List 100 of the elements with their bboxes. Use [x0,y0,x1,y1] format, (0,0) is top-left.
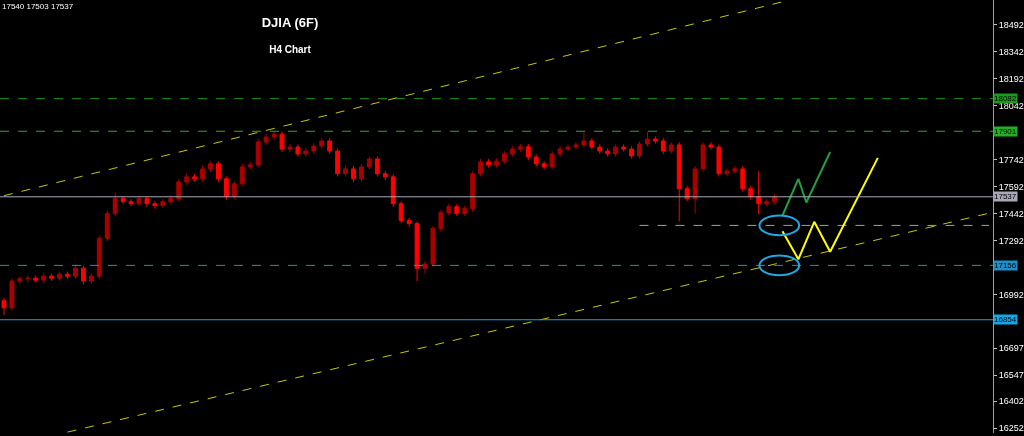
candlestick [160,198,166,209]
y-tick-label: 16252 [998,423,1024,434]
candlestick [390,173,396,208]
y-tick-label: 16402 [998,396,1024,407]
candlestick [732,165,738,175]
candlestick [366,155,372,170]
candlestick [668,141,674,155]
candlestick [478,158,484,177]
text: H4 Chart [269,43,312,55]
candlestick [557,145,563,158]
candlestick [168,194,174,205]
candlestick [486,158,491,168]
candlestick [41,272,47,284]
y-tick-label: 18342 [998,47,1024,57]
candlestick [49,273,55,282]
ref-line-label: 16854 [994,315,1017,324]
candlestick [17,275,23,285]
candlestick [335,148,341,177]
candlestick [223,175,229,201]
candlestick [176,178,182,203]
candlestick [509,145,515,158]
candlestick [470,170,476,213]
candlestick [422,260,428,275]
candlestick [1,297,7,316]
candlestick [772,193,777,205]
candlestick [65,271,70,280]
candlestick [80,265,86,285]
candlestick [525,143,531,161]
candlestick [621,143,627,153]
candlestick [319,137,325,150]
y-tick-label: 18042 [998,101,1024,112]
text: DJIA (6F) [261,14,319,30]
candlestick [287,143,293,153]
candlestick [549,150,555,170]
candlestick [88,272,94,285]
line-series [781,150,832,217]
ref-line-label: 17901 [994,127,1017,136]
candlestick [438,209,444,232]
candlestick [430,225,436,267]
candlestick [700,141,706,173]
candlestick [502,150,507,165]
candlestick [692,165,698,215]
candlestick [295,143,301,158]
candlestick [629,145,634,159]
y-tick-label: 17442 [998,209,1024,220]
candlestick [200,165,206,183]
candlestick [152,200,158,210]
candlestick [581,131,587,149]
candlestick [374,155,380,177]
candlestick [724,167,730,177]
candlestick [708,141,714,151]
candlestick [351,165,356,183]
line-series [781,156,879,261]
candlestick [652,135,658,145]
candlestick [303,147,309,158]
ref-line-label: 18082 [994,94,1017,103]
annotation: 17540 17503 17537 [2,2,74,11]
candlestick [231,180,237,200]
y-tick-label: 16547 [998,370,1024,381]
candlestick [208,160,213,173]
candlestick [271,130,277,141]
candlestick [637,140,642,159]
y-tick-label: 18192 [998,74,1024,85]
candlestick [756,170,762,215]
candlestick [414,220,420,282]
ref-line-label: 17156 [994,261,1017,270]
candlestick [533,153,539,168]
candlestick [382,170,388,181]
y-tick-label: 17742 [998,155,1024,166]
candlestick [446,202,452,216]
candlestick [660,137,666,155]
candlestick [359,163,364,183]
candlestick [589,137,595,150]
candlestick [327,137,333,155]
candlestick [573,141,579,150]
candlestick [716,143,722,177]
candlestick [247,161,253,170]
candlestick [263,133,269,146]
candlestick [57,271,63,282]
candlestick [96,235,102,280]
candlestick [398,200,404,224]
candlestick [613,143,619,158]
candlestick [192,173,198,183]
y-tick-label: 16992 [998,290,1024,301]
candlestick [462,205,468,217]
candlestick [517,143,523,153]
y-tick-label: 17292 [998,236,1024,247]
candlestick [136,195,142,207]
candlestick [184,173,190,186]
candlestick [565,143,571,152]
candlestick [33,274,39,284]
candlestick [605,148,611,158]
candlestick [494,157,499,168]
candlestick [239,163,245,187]
candlestick [104,210,110,242]
candlestick [120,195,126,205]
candlestick [216,160,221,183]
candlestick [676,141,682,222]
candlestick [406,217,412,228]
candlestick [748,185,754,200]
